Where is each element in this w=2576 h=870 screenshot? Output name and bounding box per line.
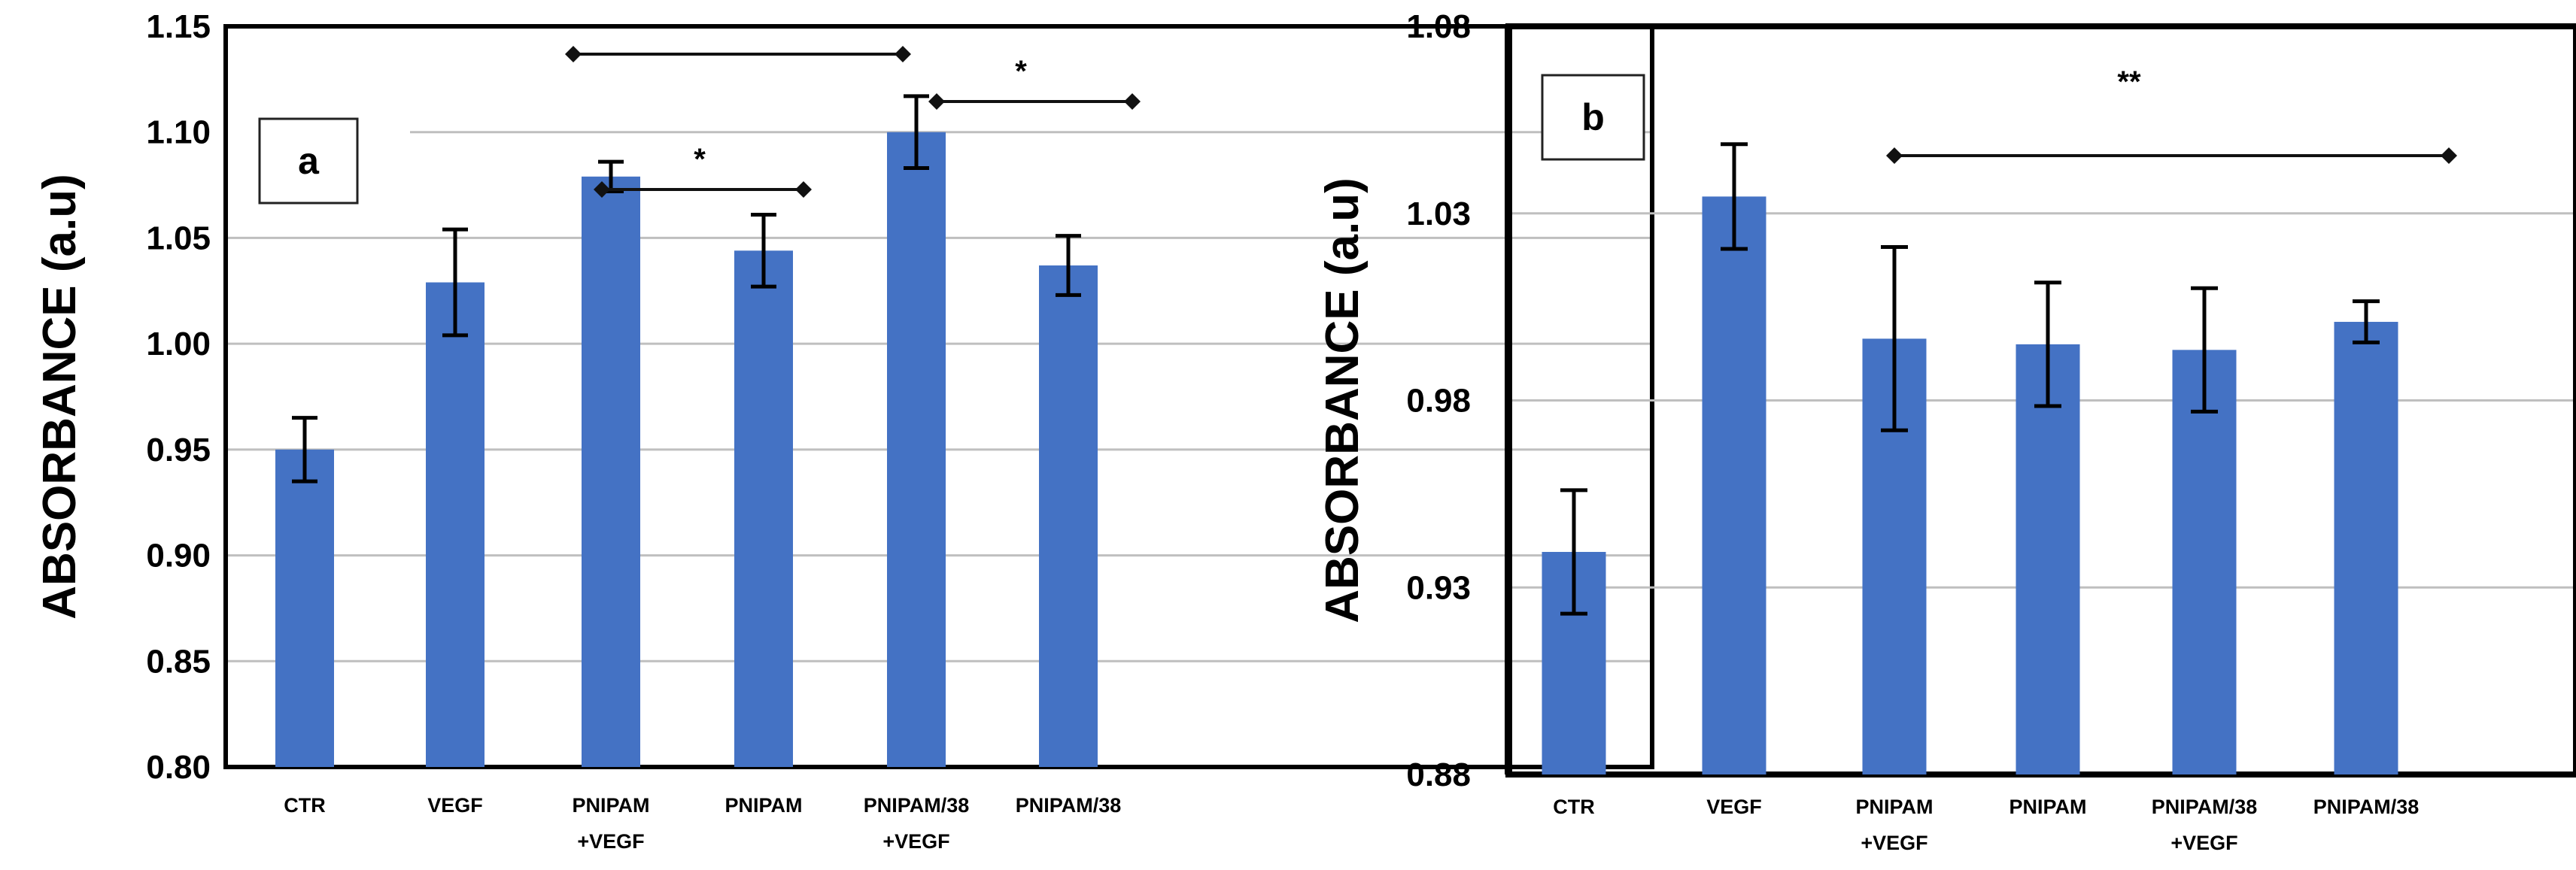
y-tick-label: 0.95 [146, 432, 211, 468]
bar [887, 132, 946, 767]
panel-label: b [1581, 96, 1605, 138]
x-tick-label: PNIPAM/38 [2313, 796, 2420, 818]
significance-marker [594, 181, 610, 198]
x-tick-label: PNIPAM/38 +VEGF [864, 794, 970, 853]
y-tick-label: 1.05 [146, 220, 211, 256]
y-tick-label: 0.85 [146, 643, 211, 680]
significance-marker [1124, 93, 1141, 110]
bar [734, 250, 793, 767]
significance-label: ** [2117, 65, 2141, 99]
x-tick-label: PNIPAM [2009, 796, 2086, 818]
panel-label-box [1541, 74, 1645, 161]
y-tick-label: 1.08 [1406, 8, 1471, 45]
y-tick-label: 0.98 [1406, 383, 1471, 420]
panel-label: a [298, 140, 320, 182]
y-tick-label: 1.10 [146, 114, 211, 151]
x-tick-label: PNIPAM [724, 794, 802, 817]
significance-marker [795, 181, 812, 198]
significance-marker [1886, 147, 1903, 164]
y-tick-label: 0.90 [146, 538, 211, 574]
bar [426, 282, 485, 767]
panel-label-box [258, 117, 359, 205]
y-axis-title: ABSORBANCE (a.u) [34, 174, 86, 619]
significance-marker [928, 93, 945, 110]
y-tick-label: 1.03 [1406, 196, 1471, 232]
x-tick-label: VEGF [1706, 796, 1762, 818]
x-tick-label: PNIPAM/38 +VEGF [2152, 796, 2258, 854]
significance-marker [565, 46, 582, 62]
bar [2172, 350, 2237, 775]
bar [1702, 196, 1766, 775]
y-tick-label: 0.80 [146, 749, 211, 786]
y-tick-label: 1.15 [146, 8, 211, 45]
significance-marker [2441, 147, 2457, 164]
x-tick-label: PNIPAM/38 [1016, 794, 1122, 817]
chart-panel-b: 0.88 0.93 0.98 1.03 1.08 ABSORBANCE (a.u) CTR V… [1317, 8, 2576, 854]
x-tick-label: PNIPAM +VEGF [572, 794, 649, 853]
significance-label: * [694, 143, 706, 176]
bar [582, 176, 640, 768]
y-tick-label: 0.88 [1406, 756, 1471, 793]
significance-label: * [1015, 55, 1027, 88]
y-tick-label: 0.93 [1406, 569, 1471, 606]
x-tick-label: CTR [1553, 796, 1595, 818]
x-tick-label: PNIPAM +VEGF [1855, 796, 1933, 854]
bar [1039, 265, 1098, 767]
bar [2016, 344, 2080, 775]
y-axis-title: ABSORBANCE (a.u) [1317, 177, 1368, 623]
x-tick-label: VEGF [427, 794, 483, 817]
bar [275, 449, 334, 767]
significance-marker [895, 46, 911, 62]
y-tick-label: 1.00 [146, 326, 211, 362]
x-tick-label: CTR [284, 794, 326, 817]
chart-panel-a: 0.80 0.85 0.90 0.95 1.00 1.05 1.10 1.15 ABSORBAN… [34, 8, 1654, 853]
bar [2334, 322, 2398, 775]
